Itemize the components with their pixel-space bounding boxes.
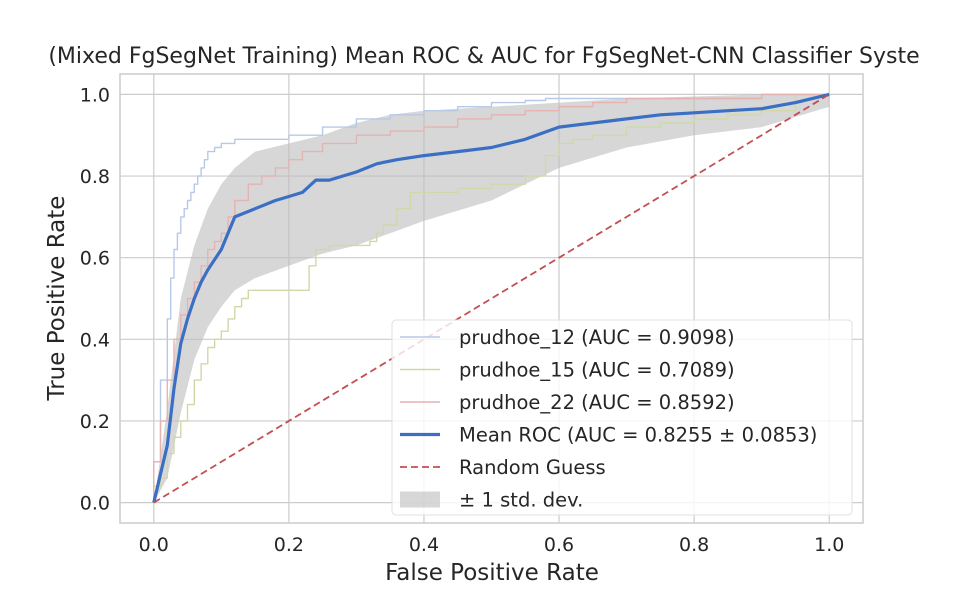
- x-axis-label: False Positive Rate: [385, 560, 599, 586]
- chart-title: (Mixed FgSegNet Training) Mean ROC & AUC…: [48, 44, 919, 69]
- y-tick-label: 0.4: [80, 329, 110, 351]
- y-tick-label: 0.2: [80, 411, 110, 433]
- x-tick-label: 0.8: [679, 534, 709, 556]
- y-tick-label: 0.6: [80, 248, 110, 270]
- y-tick-label: 1.0: [80, 84, 110, 106]
- roc-curve-prudhoe-12: [153, 93, 830, 503]
- legend-label-roc-curve-prudhoe-22: prudhoe_22 (AUC = 0.8592): [459, 391, 735, 414]
- y-tick-label: 0.8: [80, 166, 110, 188]
- x-tick-label: 1.0: [814, 534, 844, 556]
- roc-curve-prudhoe-15: [153, 93, 830, 503]
- x-tick-label: 0.0: [139, 534, 169, 556]
- legend-box: [391, 319, 853, 516]
- roc-curve-prudhoe-22: [153, 93, 830, 503]
- legend-label-roc-curve-prudhoe-15: prudhoe_15 (AUC = 0.7089): [459, 359, 735, 382]
- legend: prudhoe_12 (AUC = 0.9098) prudhoe_15 (AUC…: [391, 319, 853, 516]
- x-tick-label: 0.6: [544, 534, 574, 556]
- x-tick-label: 0.4: [409, 534, 439, 556]
- y-axis-label: True Positive Rate: [44, 196, 70, 402]
- legend-label-std-dev-band: ± 1 std. dev.: [459, 489, 583, 512]
- legend-label-mean-roc-curve: Mean ROC (AUC = 0.8255 ± 0.0853): [459, 424, 817, 447]
- std-dev-band: [153, 94, 830, 503]
- legend-label-random-guess-line: Random Guess: [459, 456, 606, 479]
- legend-swatch-std-dev-band: [400, 491, 440, 508]
- mean-roc-curve: [152, 92, 830, 503]
- x-tick-label: 0.2: [274, 534, 304, 556]
- plot-frame: [119, 73, 864, 524]
- y-tick-label: 0.0: [80, 493, 110, 515]
- legend-label-roc-curve-prudhoe-12: prudhoe_12 (AUC = 0.9098): [459, 326, 735, 349]
